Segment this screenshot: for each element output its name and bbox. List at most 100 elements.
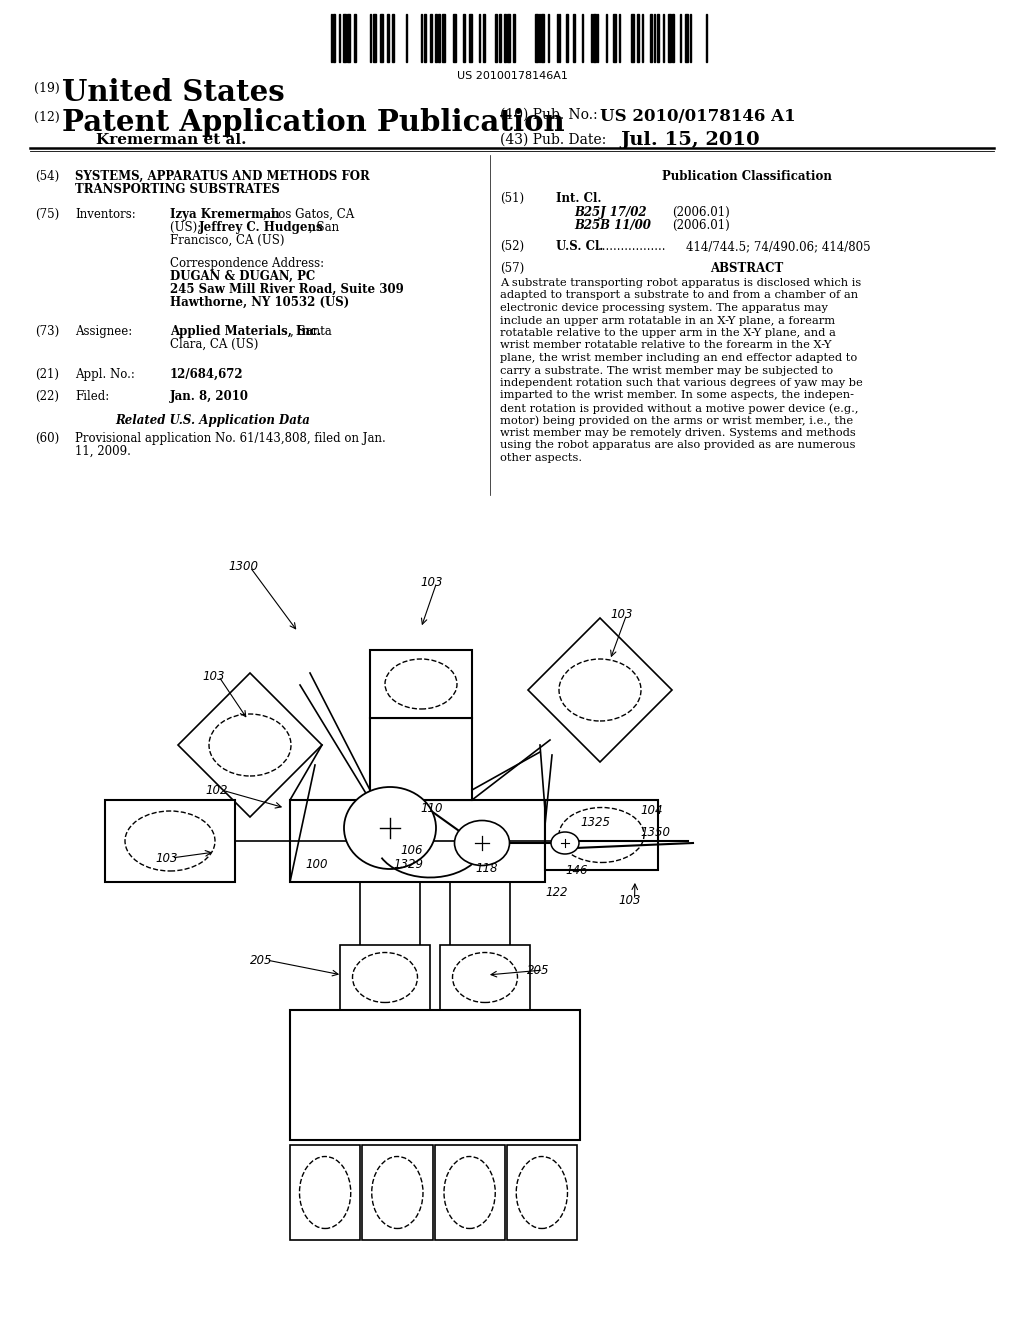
Text: US 20100178146A1: US 20100178146A1 (457, 71, 567, 81)
Text: 103: 103 (610, 609, 633, 622)
Text: (12): (12) (34, 111, 59, 124)
Text: 1325: 1325 (580, 816, 610, 829)
Text: Jul. 15, 2010: Jul. 15, 2010 (620, 131, 760, 149)
Text: 1350: 1350 (640, 825, 670, 838)
Text: , San: , San (309, 220, 339, 234)
Ellipse shape (559, 659, 641, 721)
Ellipse shape (344, 787, 436, 869)
Text: Assignee:: Assignee: (75, 325, 132, 338)
Ellipse shape (125, 810, 215, 871)
Text: Provisional application No. 61/143,808, filed on Jan.: Provisional application No. 61/143,808, … (75, 432, 386, 445)
Text: 11, 2009.: 11, 2009. (75, 445, 131, 458)
Text: 110: 110 (420, 801, 442, 814)
Bar (290, 1144, 360, 1239)
Bar (343, 15, 346, 62)
Text: (2006.01): (2006.01) (672, 206, 730, 219)
Text: rotatable relative to the upper arm in the X-Y plane, and a: rotatable relative to the upper arm in t… (500, 327, 836, 338)
Bar (290, 1010, 580, 1140)
Bar (362, 1144, 432, 1239)
Text: , Los Gatos, CA: , Los Gatos, CA (263, 209, 354, 220)
Bar (495, 15, 497, 62)
Text: (60): (60) (35, 432, 59, 445)
Text: ..................: .................. (598, 240, 670, 253)
Text: (75): (75) (35, 209, 59, 220)
Text: Kremerman et al.: Kremerman et al. (96, 133, 247, 147)
Ellipse shape (209, 714, 291, 776)
Text: Patent Application Publication: Patent Application Publication (62, 108, 564, 137)
Ellipse shape (551, 832, 579, 854)
Text: (54): (54) (35, 170, 59, 183)
Text: adapted to transport a substrate to and from a chamber of an: adapted to transport a substrate to and … (500, 290, 858, 301)
Text: 103: 103 (618, 894, 640, 907)
Bar (535, 15, 538, 62)
Text: SYSTEMS, APPARATUS AND METHODS FOR: SYSTEMS, APPARATUS AND METHODS FOR (75, 170, 370, 183)
Text: Filed:: Filed: (75, 389, 110, 403)
Text: wrist member rotatable relative to the forearm in the X-Y: wrist member rotatable relative to the f… (500, 341, 831, 351)
Bar (347, 15, 350, 62)
Bar (424, 15, 426, 62)
Bar (613, 15, 616, 62)
Bar (430, 15, 432, 62)
Text: using the robot apparatus are also provided as are numerous: using the robot apparatus are also provi… (500, 441, 855, 450)
Text: Publication Classification: Publication Classification (663, 170, 831, 183)
Text: Applied Materials, Inc.: Applied Materials, Inc. (170, 325, 322, 338)
Text: 122: 122 (545, 887, 567, 899)
Text: 146: 146 (565, 863, 588, 876)
Text: Jeffrey C. Hudgens: Jeffrey C. Hudgens (199, 220, 324, 234)
Text: Appl. No.:: Appl. No.: (75, 368, 135, 381)
Text: DUGAN & DUGAN, PC: DUGAN & DUGAN, PC (170, 271, 315, 282)
Text: (73): (73) (35, 325, 59, 338)
Bar (440, 945, 530, 1010)
Text: Correspondence Address:: Correspondence Address: (170, 257, 325, 271)
Ellipse shape (372, 1156, 423, 1229)
Bar (453, 15, 456, 62)
Text: ABSTRACT: ABSTRACT (711, 261, 783, 275)
Bar (504, 15, 506, 62)
Text: Related U.S. Application Data: Related U.S. Application Data (115, 414, 310, 426)
Text: (19): (19) (34, 82, 59, 95)
Bar (373, 15, 376, 62)
Text: A substrate transporting robot apparatus is disclosed which is: A substrate transporting robot apparatus… (500, 279, 861, 288)
Ellipse shape (453, 953, 517, 1002)
Bar (513, 15, 515, 62)
Text: (US);: (US); (170, 220, 205, 234)
Text: 103: 103 (155, 851, 177, 865)
Bar (637, 15, 639, 62)
Text: other aspects.: other aspects. (500, 453, 582, 463)
Bar (340, 945, 430, 1010)
Text: independent rotation such that various degrees of yaw may be: independent rotation such that various d… (500, 378, 863, 388)
Bar (380, 15, 383, 62)
Text: plane, the wrist member including an end effector adapted to: plane, the wrist member including an end… (500, 352, 857, 363)
Bar (290, 800, 545, 882)
Bar (685, 15, 688, 62)
Text: motor) being provided on the arms or wrist member, i.e., the: motor) being provided on the arms or wri… (500, 416, 853, 426)
Bar (333, 15, 335, 62)
Text: (52): (52) (500, 240, 524, 253)
Text: U.S. Cl.: U.S. Cl. (556, 240, 603, 253)
Ellipse shape (516, 1156, 567, 1229)
Text: Hawthorne, NY 10532 (US): Hawthorne, NY 10532 (US) (170, 296, 349, 309)
Text: 414/744.5; 74/490.06; 414/805: 414/744.5; 74/490.06; 414/805 (686, 240, 870, 253)
Bar (672, 15, 674, 62)
Bar (105, 800, 234, 882)
Text: B25J 17/02: B25J 17/02 (574, 206, 646, 219)
Bar (657, 15, 659, 62)
Bar (434, 1144, 505, 1239)
Ellipse shape (559, 808, 644, 862)
Text: (43) Pub. Date:: (43) Pub. Date: (500, 133, 606, 147)
Bar (392, 15, 394, 62)
Text: 205: 205 (527, 964, 550, 977)
Text: 12/684,672: 12/684,672 (170, 368, 244, 381)
Bar (507, 15, 510, 62)
Text: 1300: 1300 (228, 561, 258, 573)
Text: (21): (21) (35, 368, 59, 381)
Text: 100: 100 (305, 858, 328, 871)
Bar (593, 15, 596, 62)
Polygon shape (178, 673, 322, 817)
Text: dent rotation is provided without a motive power device (e.g.,: dent rotation is provided without a moti… (500, 403, 858, 413)
Text: include an upper arm rotatable in an X-Y plane, a forearm: include an upper arm rotatable in an X-Y… (500, 315, 836, 326)
Text: imparted to the wrist member. In some aspects, the indepen-: imparted to the wrist member. In some as… (500, 391, 854, 400)
Polygon shape (528, 618, 672, 762)
Text: 103: 103 (420, 577, 442, 590)
Text: 118: 118 (475, 862, 498, 874)
